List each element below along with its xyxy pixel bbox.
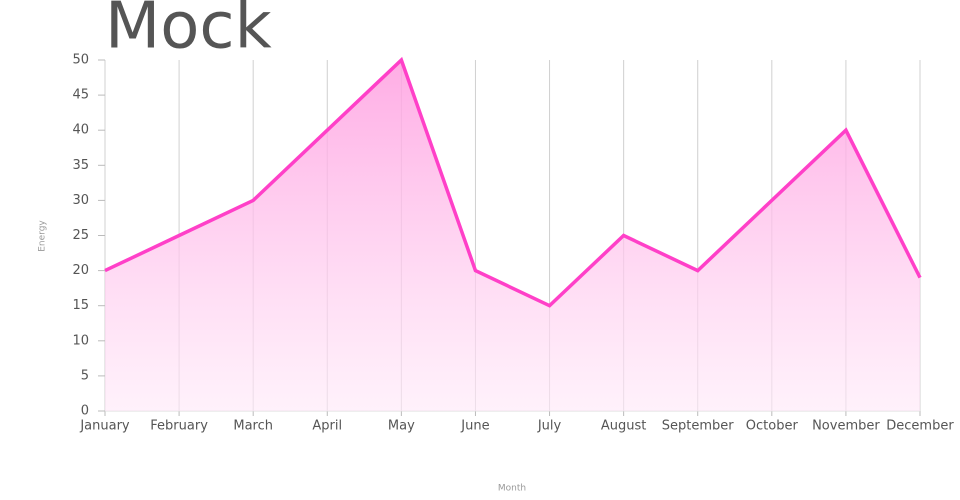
- y-tick-label: 30: [72, 193, 89, 208]
- x-tick-label: November: [812, 419, 880, 434]
- y-tick-label: 35: [72, 158, 89, 173]
- x-tick-label: December: [886, 419, 954, 434]
- x-tick-label: February: [150, 419, 208, 434]
- x-tick-label: September: [662, 419, 735, 434]
- x-tick-label: January: [79, 419, 130, 434]
- x-axis-label: Month: [498, 484, 526, 494]
- x-tick-label: March: [233, 419, 273, 434]
- area: [105, 60, 920, 411]
- y-axis-label: Energy: [38, 220, 48, 252]
- x-tick-label: April: [312, 419, 342, 434]
- x-tick-label: August: [601, 419, 647, 434]
- y-tick-label: 20: [72, 263, 89, 278]
- x-tick-label: June: [460, 419, 489, 434]
- y-tick-label: 10: [72, 333, 89, 348]
- chart-title: Mock: [105, 0, 272, 64]
- y-tick-label: 45: [72, 88, 89, 103]
- y-tick-label: 5: [81, 368, 89, 383]
- x-tick-label: July: [537, 419, 562, 434]
- y-tick-label: 15: [72, 298, 89, 313]
- x-tick-label: May: [388, 419, 415, 434]
- y-tick-label: 40: [72, 123, 89, 138]
- y-tick-label: 50: [72, 53, 89, 68]
- line: [104, 56, 922, 308]
- y-tick-label: 0: [81, 404, 89, 419]
- x-tick-label: October: [746, 419, 799, 434]
- y-tick-label: 25: [72, 228, 89, 243]
